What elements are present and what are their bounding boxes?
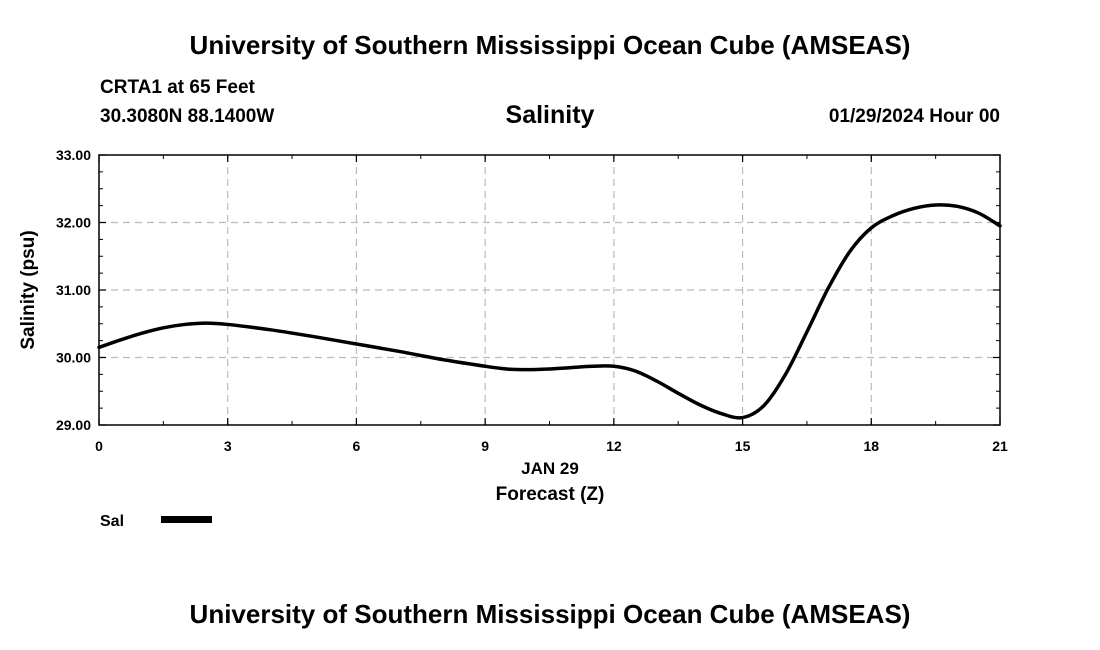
forecast-timestamp: 01/29/2024 Hour 00	[828, 106, 1000, 127]
y-tick-labels: 29.00 30.00 31.00 32.00 33.00	[56, 147, 91, 433]
legend-swatch-sal	[161, 516, 212, 523]
x-axis-label: Forecast (Z)	[496, 484, 605, 505]
y-tick-label: 29.00	[56, 417, 91, 433]
y-tick-label: 31.00	[56, 282, 91, 298]
x-tick-label: 18	[863, 438, 879, 454]
x-tick-label: 9	[481, 438, 489, 454]
legend: Sal	[100, 513, 212, 530]
chart-title: Salinity	[505, 101, 595, 129]
x-tick-label: 21	[992, 438, 1008, 454]
grid-lines	[99, 155, 1000, 425]
footer-title: University of Southern Mississippi Ocean…	[189, 599, 911, 629]
x-tick-label: 12	[606, 438, 622, 454]
x-axis-date: JAN 29	[521, 459, 579, 478]
station-coordinates: 30.3080N 88.1400W	[100, 106, 275, 127]
y-axis-label: Salinity (psu)	[18, 230, 39, 349]
legend-label-sal: Sal	[100, 513, 124, 530]
y-tick-label: 33.00	[56, 147, 91, 163]
x-tick-label: 3	[224, 438, 232, 454]
series-line-sal	[97, 203, 1002, 420]
plot-frame	[98, 154, 1001, 426]
x-tick-label: 0	[95, 438, 103, 454]
x-tick-labels: 0 3 6 9 12 15 18 21	[95, 438, 1008, 454]
y-tick-label: 30.00	[56, 350, 91, 366]
y-tick-label: 32.00	[56, 215, 91, 231]
station-label: CRTA1 at 65 Feet	[100, 77, 255, 98]
x-tick-label: 6	[353, 438, 361, 454]
page-title: University of Southern Mississippi Ocean…	[189, 30, 911, 60]
x-tick-label: 15	[735, 438, 751, 454]
